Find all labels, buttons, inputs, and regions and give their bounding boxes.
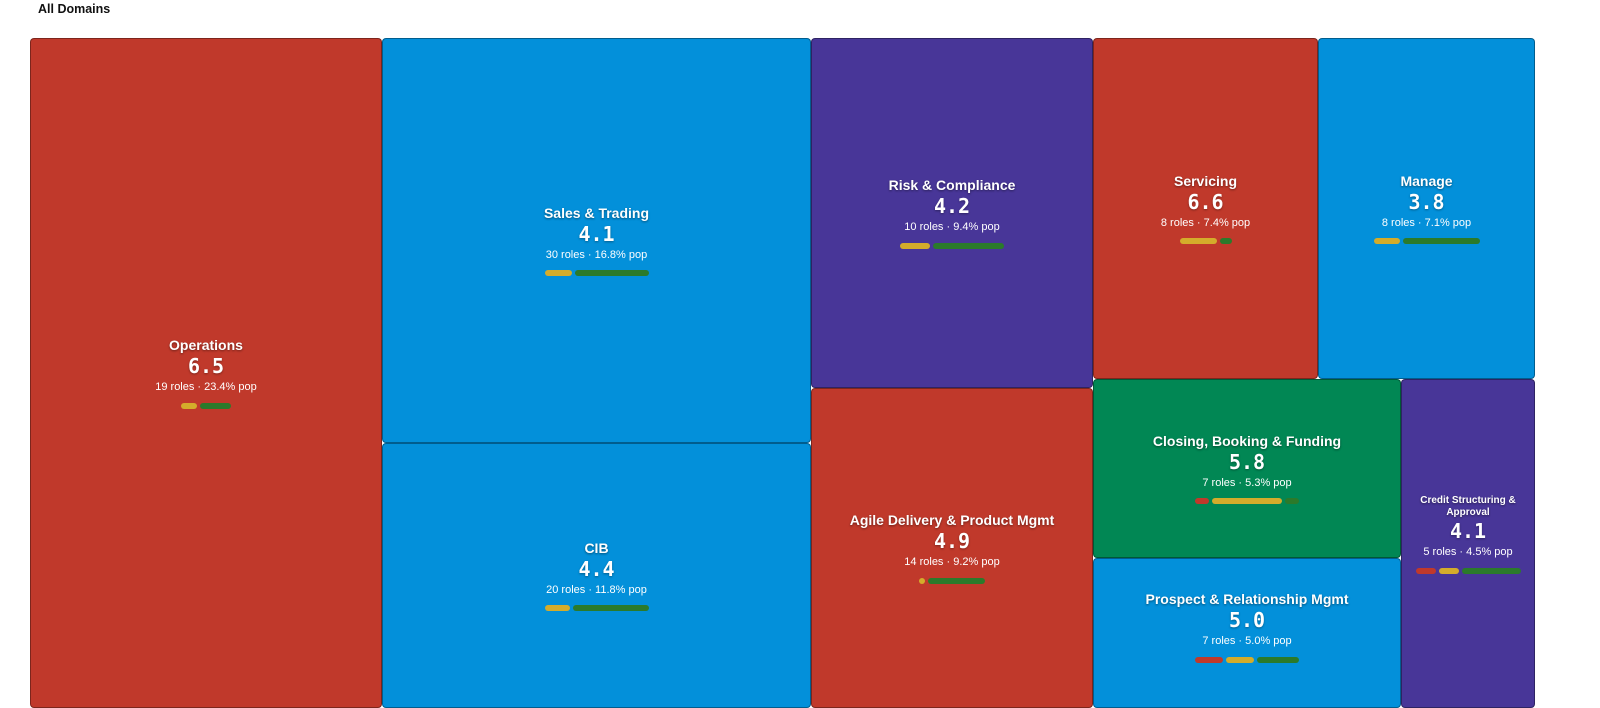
tile-meta: 7 roles · 5.3% pop — [1202, 476, 1292, 489]
segment-red — [1195, 656, 1223, 663]
segment-yellow — [544, 605, 570, 612]
tile-score: 5.8 — [1228, 449, 1266, 474]
tile-meta: 7 roles · 5.0% pop — [1202, 635, 1292, 648]
treemap-tile-servicing[interactable]: Servicing 6.6 8 roles · 7.4% pop — [1093, 38, 1318, 379]
treemap-tile-agile-delivery-product-mgmt[interactable]: Agile Delivery & Product Mgmt 4.9 14 roles… — [811, 388, 1093, 708]
tile-meta: 19 roles · 23.4% pop — [155, 381, 257, 394]
tile-meta: 20 roles · 11.8% pop — [546, 583, 647, 596]
page-title: All Domains — [38, 2, 111, 16]
treemap-tile-risk-compliance[interactable]: Risk & Compliance 4.2 10 roles · 9.4% pop — [811, 38, 1093, 388]
segment-yellow — [919, 577, 925, 584]
segment-green — [1461, 567, 1521, 574]
treemap-tile-cib[interactable]: CIB 4.4 20 roles · 11.8% pop — [382, 443, 811, 708]
segment-green — [1257, 656, 1299, 663]
tile-score: 6.6 — [1187, 189, 1224, 214]
tile-name: Servicing — [1173, 172, 1238, 189]
tile-score: 5.0 — [1228, 608, 1266, 633]
segment-green — [928, 577, 985, 584]
tile-name: Operations — [169, 337, 243, 354]
segment-red — [1415, 567, 1436, 574]
treemap-tile-manage[interactable]: Manage 3.8 8 roles · 7.1% pop — [1318, 38, 1535, 379]
segment-bar — [544, 270, 649, 277]
tile-score: 3.8 — [1408, 189, 1445, 214]
segment-yellow — [1226, 656, 1254, 663]
tile-meta: 5 roles · 4.5% pop — [1423, 546, 1513, 559]
segment-green — [933, 242, 1004, 249]
treemap-tile-sales-trading[interactable]: Sales & Trading 4.1 30 roles · 16.8% pop — [382, 38, 811, 443]
segment-bar — [900, 242, 1004, 249]
tile-score: 4.9 — [933, 529, 971, 554]
treemap-tile-prospect-relationship-mgmt[interactable]: Prospect & Relationship Mgmt 5.0 7 roles ·… — [1093, 558, 1401, 708]
tile-name: Closing, Booking & Funding — [1152, 432, 1342, 449]
treemap-tile-closing-booking-funding[interactable]: Closing, Booking & Funding 5.8 7 roles · 5… — [1093, 379, 1401, 558]
tile-meta: 10 roles · 9.4% pop — [904, 221, 1000, 234]
tile-score: 4.1 — [1449, 519, 1487, 544]
tile-name: CIB — [584, 539, 609, 556]
tile-meta: 8 roles · 7.4% pop — [1160, 216, 1251, 229]
tile-score: 4.2 — [933, 194, 971, 219]
tile-name: Sales & Trading — [543, 204, 650, 221]
segment-green — [572, 605, 649, 612]
tile-meta: 14 roles · 9.2% pop — [904, 556, 1000, 569]
treemap-tile-credit-structuring-approval[interactable]: Credit Structuring & Approval 4.1 5 roles … — [1401, 379, 1535, 708]
segment-bar — [1415, 567, 1521, 574]
segment-bar — [181, 402, 231, 409]
segment-yellow — [544, 270, 572, 277]
segment-green — [200, 402, 231, 409]
segment-bar — [1195, 498, 1299, 505]
segment-green — [1402, 238, 1480, 245]
segment-yellow — [1212, 498, 1282, 505]
tile-name: Credit Structuring & Approval — [1420, 495, 1516, 518]
tile-meta: 8 roles · 7.1% pop — [1381, 216, 1472, 229]
segment-yellow — [1373, 238, 1400, 245]
tile-name: Agile Delivery & Product Mgmt — [849, 512, 1055, 529]
segment-green — [1285, 498, 1299, 505]
segment-yellow — [1179, 238, 1217, 245]
tile-score: 6.5 — [187, 354, 225, 379]
segment-yellow — [900, 242, 930, 249]
segment-bar — [1373, 238, 1480, 245]
tile-name: Manage — [1400, 172, 1453, 189]
segment-green — [574, 270, 649, 277]
tile-name: Prospect & Relationship Mgmt — [1145, 591, 1349, 608]
segment-red — [1195, 498, 1209, 505]
tile-score: 4.1 — [578, 221, 615, 246]
segment-green — [1219, 238, 1232, 245]
tile-score: 4.4 — [578, 556, 615, 581]
segment-bar — [1195, 656, 1299, 663]
segment-bar — [544, 605, 649, 612]
segment-bar — [919, 577, 985, 584]
treemap-tile-operations[interactable]: Operations 6.5 19 roles · 23.4% pop — [30, 38, 382, 708]
segment-yellow — [1438, 567, 1459, 574]
segment-bar — [1179, 238, 1232, 245]
tile-name: Risk & Compliance — [888, 177, 1016, 194]
segment-yellow — [181, 402, 197, 409]
tile-meta: 30 roles · 16.8% pop — [545, 248, 648, 261]
